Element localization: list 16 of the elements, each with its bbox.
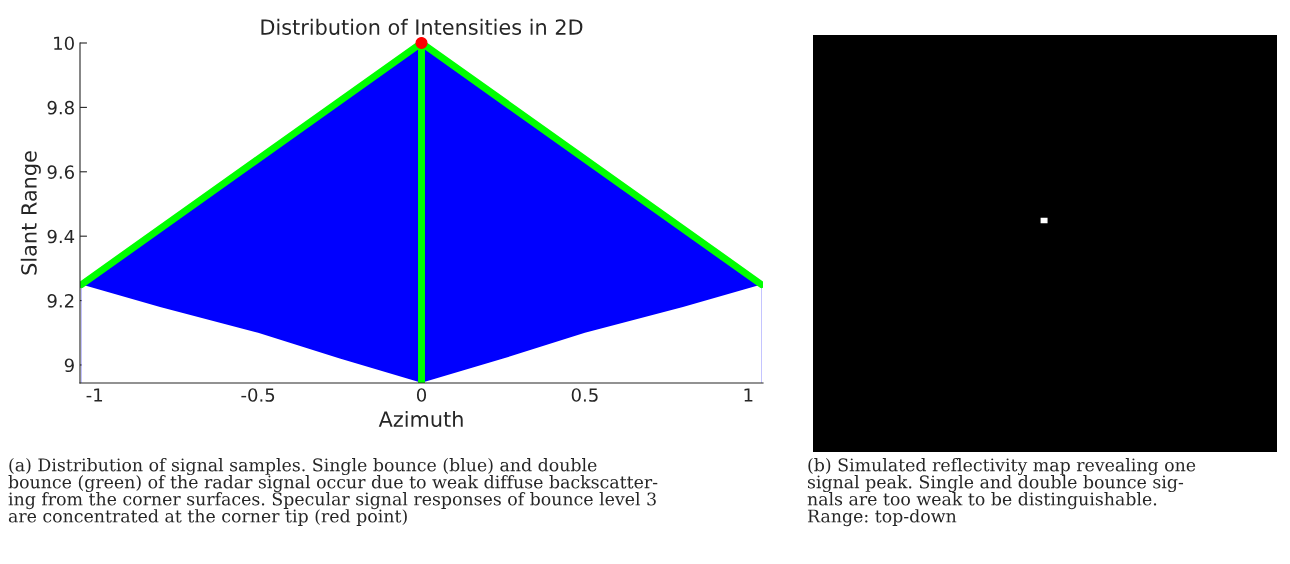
- y-tick-label: 9.4: [47, 229, 75, 244]
- y-tick-label: 9.2: [47, 294, 74, 308]
- text: (a) Distribution of signal samples. Single bounce (blue) and double bounce (green) of the radar signal occur due to weak diffuse backscatter- ing from the corner surfaces. Specular signal responses of bounce level 3 are concentrated at the corner tip (red point): [8, 458, 658, 526]
- x-tick-label: 0.5: [571, 388, 598, 402]
- chart-title: Distribution of Intensities in 2D: [261, 18, 583, 35]
- y-axis-title: Slant Range: [20, 151, 41, 275]
- text: (b) Simulated reflectivity map revealing one signal peak. Single and double bounce sig- nals are too weak to be distinguishable. Range: top-down: [807, 458, 1196, 527]
- x-tick-label: -0.5: [241, 388, 275, 402]
- x-tick-label: -1: [86, 388, 103, 402]
- x-tick-label: 1: [744, 388, 753, 402]
- y-tick-label: 9.8: [47, 100, 74, 115]
- y-tick-label: 10: [54, 36, 74, 51]
- x-axis-title: Azimuth: [378, 410, 463, 428]
- y-tick-label: 9: [64, 358, 74, 373]
- y-tick-label: 9.6: [47, 165, 74, 179]
- x-tick-label: 0: [416, 388, 427, 402]
